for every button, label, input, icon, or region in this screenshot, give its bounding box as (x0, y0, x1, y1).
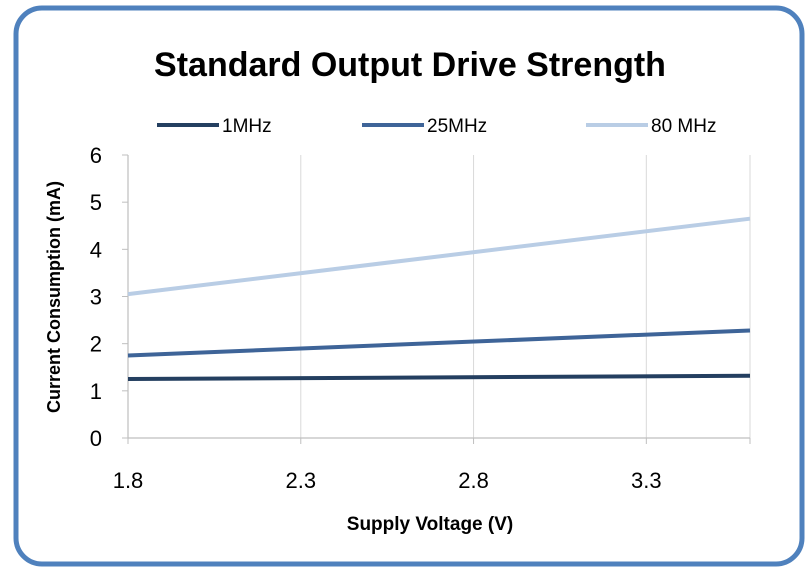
y-axis-label: Current Consumption (mA) (44, 181, 64, 413)
legend-label: 25MHz (427, 116, 487, 137)
x-tick-labels: 1.8 2.3 2.8 3.3 (113, 468, 662, 493)
series-lines (127, 216, 751, 382)
grid-lines (300, 155, 751, 438)
y-tick-label: 3 (90, 285, 102, 310)
x-tick-label: 2.3 (285, 468, 316, 493)
x-axis-label: Supply Voltage (V) (347, 514, 513, 535)
x-tick-label: 1.8 (113, 468, 144, 493)
legend-label: 1MHz (222, 116, 272, 137)
chart-legend: 1MHz 25MHz 80 MHz (157, 116, 716, 137)
y-tick-label: 4 (90, 237, 102, 262)
series-line (127, 373, 751, 382)
series-line (127, 328, 751, 358)
y-tick-label: 6 (90, 143, 102, 168)
chart-border (13, 5, 805, 567)
y-tick-label: 1 (90, 379, 102, 404)
y-tick-labels: 0 1 2 3 4 5 6 (90, 143, 102, 451)
y-tick-label: 5 (90, 190, 102, 215)
y-tick-label: 0 (90, 426, 102, 451)
series-line (127, 216, 751, 297)
axes (122, 154, 751, 444)
x-tick-label: 2.8 (458, 468, 489, 493)
legend-label: 80 MHz (651, 116, 716, 137)
chart-title: Standard Output Drive Strength (154, 46, 666, 84)
x-tick-label: 3.3 (631, 468, 662, 493)
y-tick-label: 2 (90, 332, 102, 357)
